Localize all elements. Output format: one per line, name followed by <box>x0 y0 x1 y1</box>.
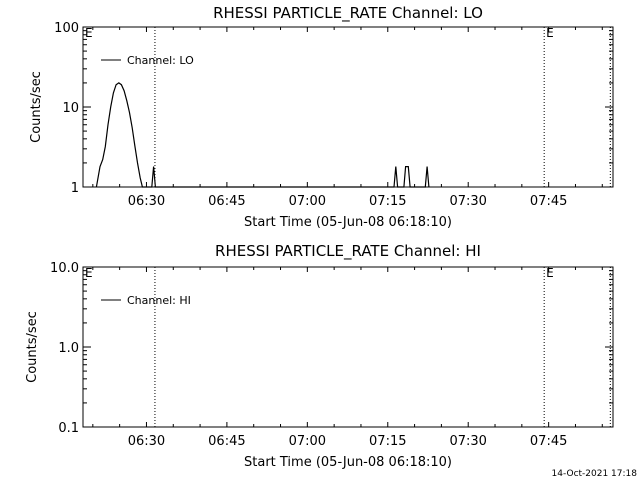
y-tick-label: 10 <box>62 101 79 116</box>
y-tick-label: 10.0 <box>50 261 79 276</box>
event-marker-label: E <box>546 26 554 40</box>
edge-flag-label: E <box>85 266 93 280</box>
x-tick-label: 07:15 <box>369 434 406 449</box>
plot-frame <box>82 266 614 428</box>
x-axis-label: Start Time (05-Jun-08 06:18:10) <box>244 215 452 230</box>
y-tick-label: 1 <box>71 181 79 196</box>
chart-panel-1: RHESSI PARTICLE_RATE Channel: LO 06:30 06:… <box>29 4 614 230</box>
y-axis-label: Counts/sec <box>25 311 40 383</box>
x-axis-label: Start Time (05-Jun-08 06:18:10) <box>244 455 452 470</box>
series-line-1 <box>95 82 430 188</box>
x-tick-label: 07:30 <box>449 194 486 209</box>
y-tick-label: 100 <box>54 21 79 36</box>
edge-flag-label: E <box>85 26 93 40</box>
x-tick-label: 06:30 <box>128 194 165 209</box>
chart-title: RHESSI PARTICLE_RATE Channel: LO <box>213 4 483 23</box>
y-axis-label: Counts/sec <box>29 71 44 143</box>
x-tick-label: 07:15 <box>369 194 406 209</box>
legend-label: Channel: HI <box>127 294 191 307</box>
x-tick-label: 06:45 <box>208 194 245 209</box>
x-tick-label: 07:45 <box>530 434 567 449</box>
x-tick-label: 06:30 <box>128 434 165 449</box>
event-marker-label: E <box>546 266 554 280</box>
x-tick-label: 07:00 <box>289 434 326 449</box>
legend-label: Channel: LO <box>127 54 194 67</box>
plot-frame <box>82 26 614 188</box>
x-tick-label: 07:30 <box>449 434 486 449</box>
chart-title: RHESSI PARTICLE_RATE Channel: HI <box>215 242 481 261</box>
x-tick-label: 07:45 <box>530 194 567 209</box>
y-tick-label: 1.0 <box>58 341 79 356</box>
x-tick-label: 07:00 <box>289 194 326 209</box>
chart-panel-2: RHESSI PARTICLE_RATE Channel: HI 06:30 06:… <box>25 242 614 470</box>
y-tick-label: 0.1 <box>58 421 79 436</box>
footer-timestamp: 14-Oct-2021 17:18 <box>552 469 638 479</box>
x-tick-label: 06:45 <box>208 434 245 449</box>
